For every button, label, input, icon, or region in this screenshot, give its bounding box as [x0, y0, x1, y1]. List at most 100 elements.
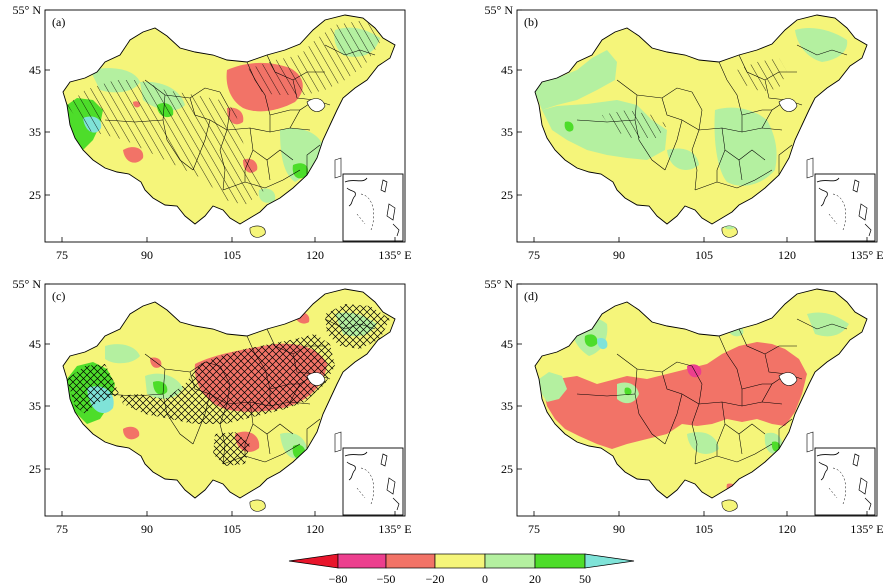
anomaly-region — [564, 121, 574, 132]
x-tick-label: 75 — [528, 248, 540, 262]
panel-frame — [516, 9, 878, 243]
province-boundary — [661, 97, 700, 131]
south-china-sea-inset — [342, 447, 404, 516]
x-tick-label: 135° E — [378, 522, 411, 536]
anomaly-region — [123, 147, 144, 163]
y-tick-label: 55° N — [485, 3, 514, 17]
inset-islands — [380, 179, 400, 237]
panel-label: (a) — [52, 15, 65, 29]
x-tick-label: 75 — [528, 522, 540, 536]
bohai-sea — [778, 98, 798, 112]
colorbar-tick-label: 0 — [482, 572, 488, 586]
province-boundary — [764, 353, 788, 375]
province-boundary — [266, 159, 271, 181]
province-boundary — [691, 365, 703, 465]
anomaly-region — [292, 163, 309, 179]
inset-frame — [342, 447, 404, 516]
colorbar-segment — [434, 553, 486, 569]
south-china-sea-inset — [814, 447, 876, 516]
province-boundary — [192, 393, 211, 445]
province-boundary — [189, 97, 228, 131]
china-border — [534, 288, 868, 499]
hatch-region — [245, 20, 383, 95]
inset-coastline — [816, 177, 840, 207]
inset-coastline — [816, 451, 840, 481]
anomaly-region — [667, 148, 699, 170]
bohai-sea — [306, 98, 326, 112]
y-tick-label: 25 — [501, 462, 513, 476]
inset-frame — [814, 173, 876, 242]
anomaly-region — [258, 188, 276, 203]
y-tick-label: 55° N — [13, 3, 42, 17]
x-tick-label: 120 — [778, 248, 796, 262]
province-boundary — [292, 79, 316, 101]
province-boundary — [192, 119, 211, 171]
province-boundary — [764, 79, 788, 101]
south-china-sea-inset — [342, 173, 404, 242]
province-boundary — [162, 94, 194, 171]
x-tick-label: 120 — [778, 522, 796, 536]
province-boundary — [219, 365, 231, 465]
colorbar-tick-label: 20 — [529, 572, 541, 586]
anomaly-regions — [535, 28, 848, 230]
x-tick-label: 120 — [306, 248, 324, 262]
province-boundary — [694, 443, 773, 465]
map-panel-d: (d) 75 90 105 120 135° E 55° N 45 35 25 — [485, 277, 884, 536]
province-boundary — [664, 119, 683, 171]
china-border — [534, 14, 868, 225]
anomaly-region — [807, 312, 849, 337]
significance-hatch — [67, 20, 383, 205]
x-tick-label: 90 — [141, 248, 153, 262]
anomaly-region — [714, 107, 777, 186]
province-boundary — [778, 418, 793, 449]
anomaly-region — [687, 432, 719, 454]
province-boundaries — [104, 44, 376, 191]
china-border — [62, 14, 396, 225]
x-tick-label: 105 — [223, 522, 241, 536]
map-panel-a: (a) 75 90 105 120 135° E 55° N 45 35 25 — [13, 3, 412, 262]
panel-label: (c) — [52, 289, 65, 303]
anomaly-region — [280, 128, 323, 182]
province-boundary — [266, 433, 271, 455]
y-tick-label: 45 — [29, 63, 41, 77]
province-boundary — [738, 159, 743, 181]
y-tick-label: 45 — [501, 337, 513, 351]
province-boundary — [222, 443, 301, 465]
x-tick-label: 75 — [56, 248, 68, 262]
inset-islands — [852, 179, 872, 237]
province-boundary — [576, 119, 636, 123]
inset-boundary-line — [356, 193, 374, 231]
panel-label: (b) — [524, 15, 538, 29]
colorbar-segment — [337, 553, 387, 569]
x-tick-label: 105 — [223, 248, 241, 262]
province-boundary — [718, 335, 743, 406]
colorbar: −80 −50 −20 0 20 50 — [288, 553, 635, 586]
anomaly-region — [535, 50, 617, 110]
x-tick-label: 90 — [613, 522, 625, 536]
province-boundary — [741, 109, 772, 116]
colorbar-tick-label: 50 — [579, 572, 591, 586]
anomaly-region — [624, 387, 632, 396]
inset-boundary-line — [828, 467, 846, 505]
colorbar-segment — [385, 553, 436, 569]
province-boundary — [691, 91, 703, 191]
y-tick-label: 25 — [29, 188, 41, 202]
hatch-region — [737, 58, 787, 92]
china-border — [62, 288, 396, 499]
province-boundary — [716, 149, 726, 182]
x-tick-label: 105 — [695, 522, 713, 536]
map-panel-b: (b) 75 90 105 120 135° E 55° N 45 35 25 — [485, 3, 884, 262]
x-tick-label: 90 — [141, 522, 153, 536]
province-boundary — [796, 318, 848, 330]
province-boundary — [718, 61, 743, 132]
y-tick-label: 25 — [29, 462, 41, 476]
taiwan-island — [334, 157, 342, 179]
colorbar-arrow-right — [584, 553, 635, 569]
panel-frame — [44, 9, 406, 243]
inset-islands — [380, 453, 400, 511]
province-boundary — [292, 353, 316, 375]
province-boundary — [738, 433, 743, 455]
hatch-region — [67, 334, 335, 424]
province-boundary — [661, 371, 700, 405]
inset-boundary-line — [828, 193, 846, 231]
